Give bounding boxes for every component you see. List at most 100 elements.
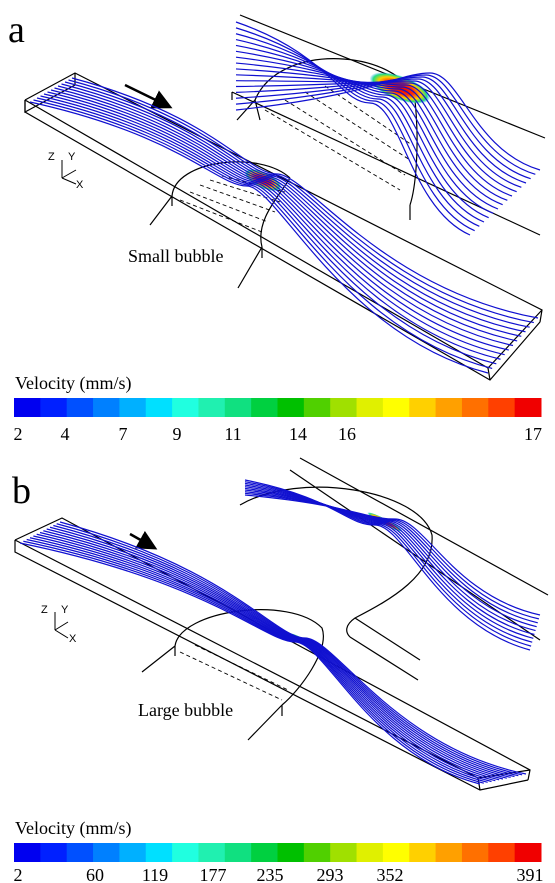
- axis-label: Y: [61, 604, 69, 616]
- colorbar-tick-label: 14: [289, 424, 307, 444]
- colorbar-segment: [382, 843, 410, 862]
- colorbar-segment: [461, 843, 489, 862]
- colorbar-segment: [145, 398, 173, 417]
- streamline: [235, 80, 522, 188]
- colorbar-segment: [356, 398, 384, 417]
- streamline: [47, 91, 509, 351]
- inset-hidden: [264, 85, 413, 191]
- streamline: [235, 27, 475, 232]
- colorbar-segment: [66, 843, 94, 862]
- colorbar-tick-label: 60: [86, 865, 104, 883]
- flow-arrow: [124, 83, 173, 109]
- colorbar: 2 4 7 9 11 14 16 17: [14, 398, 542, 444]
- colorbar-tick-label: 16: [338, 424, 356, 444]
- inset-hot-spot: [369, 72, 431, 104]
- axis-label: X: [69, 633, 77, 645]
- colorbar-title: Velocity (mm/s): [15, 818, 131, 839]
- streamline: [235, 76, 531, 180]
- colorbar-segment: [119, 398, 147, 417]
- colorbar-segment: [461, 398, 489, 417]
- colorbar-segment: [488, 843, 516, 862]
- axis-label: Y: [68, 151, 76, 163]
- streamline: [244, 484, 534, 639]
- streamline: [71, 77, 539, 319]
- channel: [14, 517, 531, 791]
- streamline: [244, 491, 538, 624]
- streamline: [235, 74, 536, 175]
- colorbar-tick-label: 177: [200, 865, 227, 883]
- panel-label: b: [12, 470, 31, 512]
- axis-triad: [61, 160, 77, 185]
- bubble-label: Small bubble: [128, 246, 224, 266]
- streamline: [64, 81, 530, 328]
- panel-label: a: [8, 9, 25, 51]
- colorbar-segment: [488, 398, 516, 417]
- streamline: [43, 93, 505, 356]
- colorbar-segment: [356, 843, 384, 862]
- streamline: [50, 89, 514, 347]
- colorbar-tick-label: 119: [142, 865, 168, 883]
- colorbar-segment: [198, 398, 226, 417]
- streamline: [57, 85, 522, 337]
- colorbar-tick-label: 235: [257, 865, 284, 883]
- colorbar-segment: [172, 398, 199, 417]
- colorbar-segment: [330, 843, 358, 862]
- colorbar-tick-label: 9: [173, 424, 182, 444]
- colorbar-segment: [93, 398, 120, 417]
- colorbar-tick-label: 293: [317, 865, 344, 883]
- bubble-hidden: [179, 644, 289, 701]
- streamline: [244, 489, 537, 628]
- colorbar-segment: [435, 843, 463, 862]
- colorbar-segment: [409, 398, 437, 417]
- colorbar-segment: [224, 398, 252, 417]
- colorbar-segment: [198, 843, 226, 862]
- streamlines: [19, 21, 541, 785]
- colorbar-tick-label: 11: [224, 424, 241, 444]
- colorbar-segment: [382, 398, 410, 417]
- colorbar-segment: [251, 843, 278, 862]
- streamline: [33, 99, 493, 369]
- channel: [24, 72, 543, 381]
- colorbar-segment: [277, 843, 305, 862]
- streamline: [40, 95, 501, 360]
- streamline: [26, 538, 488, 783]
- streamline: [235, 62, 503, 206]
- colorbar-segment: [224, 843, 252, 862]
- streamline: [54, 87, 518, 342]
- axis-triad: [54, 612, 69, 639]
- streamline: [235, 21, 471, 236]
- streamline: [235, 68, 508, 201]
- streamline: [68, 79, 534, 324]
- colorbar-segment: [14, 398, 41, 417]
- colorbar-tick-label: 2: [14, 865, 23, 883]
- colorbar-segment: [330, 398, 358, 417]
- colorbar-tick-label: 7: [119, 424, 128, 444]
- colorbar-segment: [251, 398, 278, 417]
- streamline: [235, 50, 494, 214]
- colorbar-segment: [409, 843, 437, 862]
- streamline: [43, 530, 507, 779]
- streamline: [235, 72, 541, 171]
- streamline: [235, 56, 499, 210]
- streamline: [235, 80, 517, 193]
- flow-arrow: [129, 530, 158, 550]
- streamline: [235, 44, 489, 219]
- colorbar-segment: [145, 843, 173, 862]
- colorbar-title: Velocity (mm/s): [15, 373, 131, 394]
- colorbar-segment: [514, 398, 542, 417]
- colorbar-segment: [277, 398, 305, 417]
- panel-b-drawing: [14, 517, 531, 791]
- streamline: [19, 542, 481, 785]
- colorbar-segment: [14, 843, 41, 862]
- colorbar-tick-label: 391: [517, 865, 544, 883]
- streamline: [29, 101, 489, 374]
- streamline: [235, 74, 513, 197]
- colorbar-tick-label: 2: [14, 424, 23, 444]
- streamline: [235, 78, 527, 184]
- streamline: [235, 33, 480, 227]
- colorbar-segment: [303, 843, 331, 862]
- bubble: [141, 609, 324, 741]
- colorbar-segment: [40, 398, 68, 417]
- axis-label: Z: [48, 151, 55, 163]
- colorbar-tick-label: 17: [524, 424, 542, 444]
